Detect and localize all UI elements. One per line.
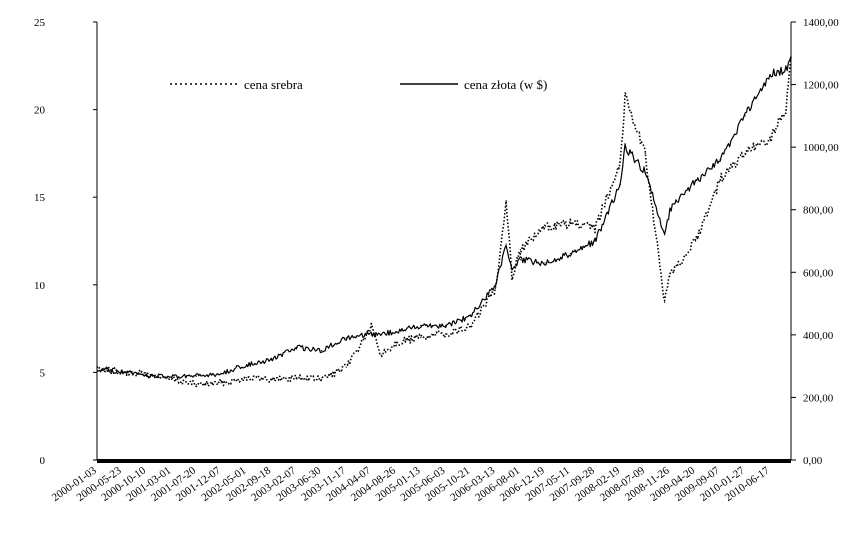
silver-point	[469, 326, 471, 328]
gold-point	[395, 331, 397, 333]
x-axis: 2000-01-032000-05-232000-10-102001-03-01…	[50, 464, 772, 504]
y-left-tick-label: 0	[40, 455, 46, 467]
silver-point	[664, 301, 666, 303]
gold-point	[295, 346, 297, 348]
silver-point	[769, 138, 771, 140]
y-left-tick-label: 15	[34, 192, 46, 204]
gold-point	[569, 252, 571, 255]
y-right-tick-label: 1400,00	[803, 17, 839, 29]
silver-point	[345, 366, 347, 368]
gold-point	[769, 74, 771, 76]
gold-point	[644, 171, 646, 173]
y-right-tick-label: 0,00	[803, 455, 823, 467]
gold-point	[624, 146, 626, 148]
gold-point	[270, 359, 272, 361]
gold-point	[96, 368, 98, 370]
gold-point	[145, 374, 148, 377]
silver-point	[594, 228, 596, 230]
silver-point	[370, 326, 372, 328]
silver-point	[511, 275, 513, 277]
y-right-tick-label: 400,00	[803, 330, 834, 342]
silver-point	[694, 240, 697, 242]
silver-point	[420, 336, 422, 338]
silver-point	[505, 200, 507, 202]
gold-point	[785, 68, 787, 70]
y-axis-left: 0 5 10 15 20 25	[34, 17, 97, 467]
gold-point	[505, 243, 507, 245]
gold-point	[170, 376, 173, 378]
silver-point	[195, 384, 198, 386]
gold-point	[619, 184, 621, 186]
gold-point	[420, 324, 422, 327]
y-left-tick-label: 5	[40, 367, 46, 379]
silver-point	[170, 378, 173, 381]
gold-point	[345, 337, 347, 339]
gold-point	[694, 180, 697, 183]
silver-point	[719, 179, 721, 181]
gold-point	[195, 375, 198, 377]
y-right-tick-label: 600,00	[803, 267, 834, 279]
axes	[96, 22, 792, 463]
gold-point	[669, 209, 671, 211]
gold-point	[594, 240, 596, 242]
y-left-tick-label: 20	[34, 105, 46, 117]
y-right-tick-label: 1000,00	[803, 142, 839, 154]
series-line-silver	[96, 56, 792, 388]
gold-point	[544, 262, 546, 264]
silver-point	[669, 275, 671, 277]
gold-point	[664, 234, 666, 236]
y-left-tick-label: 25	[34, 17, 46, 29]
gold-point	[370, 334, 372, 336]
plot-area	[96, 55, 792, 388]
gold-point	[121, 371, 123, 373]
gold-point	[519, 259, 522, 261]
silver-point	[544, 226, 546, 228]
silver-point	[96, 366, 98, 368]
gold-point	[320, 349, 323, 352]
legend-label-gold: cena złota (w $)	[464, 77, 547, 92]
silver-point	[220, 382, 222, 384]
silver-point	[785, 109, 787, 111]
y-left-tick-label: 10	[34, 280, 46, 292]
gold-point	[469, 315, 471, 317]
silver-point	[320, 378, 323, 381]
y-right-tick-label: 1200,00	[803, 80, 839, 92]
silver-point	[445, 333, 447, 335]
gold-point	[790, 55, 792, 58]
silver-point	[624, 94, 626, 97]
silver-point	[380, 354, 382, 356]
gold-point	[719, 159, 721, 161]
silver-point	[295, 377, 297, 379]
silver-point	[744, 152, 746, 154]
silver-point	[619, 161, 621, 163]
series-line-gold	[96, 56, 792, 379]
x-axis-tick-band	[97, 459, 791, 463]
y-right-tick-label: 200,00	[803, 392, 834, 404]
legend: cena srebra cena złota (w $)	[170, 77, 547, 92]
legend-label-silver: cena srebra	[244, 77, 303, 92]
gold-point	[494, 284, 497, 286]
silver-point	[494, 287, 497, 289]
gold-point	[744, 115, 746, 117]
gold-point	[511, 271, 513, 273]
y-right-tick-label: 800,00	[803, 205, 834, 217]
silver-point	[395, 342, 397, 344]
silver-point	[246, 377, 248, 379]
gold-point	[445, 324, 447, 327]
gold-point	[220, 373, 222, 375]
y-axis-right: 0,00 200,00 400,00 600,00 800,00 1000,00 1200,…	[791, 17, 839, 467]
silver-point	[569, 222, 571, 225]
silver-point	[519, 249, 522, 251]
silver-point	[644, 152, 646, 154]
gold-point	[246, 363, 248, 366]
silver-point	[270, 378, 272, 381]
